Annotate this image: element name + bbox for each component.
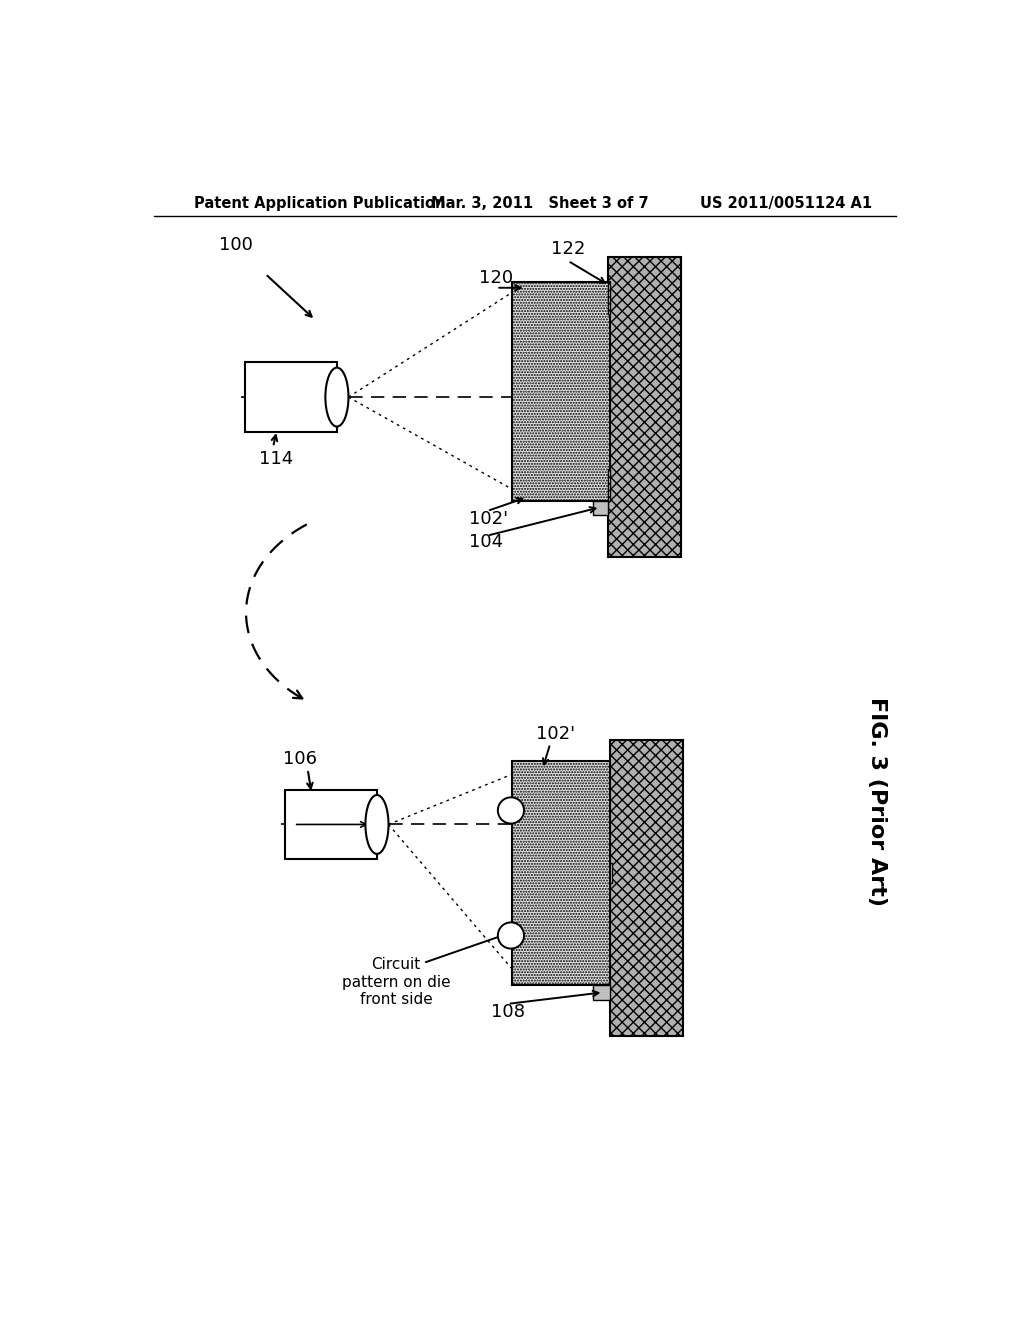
Text: 102': 102' <box>469 510 509 528</box>
Bar <box>608 469 610 502</box>
Text: 108: 108 <box>490 1003 525 1020</box>
Text: Mar. 3, 2011   Sheet 3 of 7: Mar. 3, 2011 Sheet 3 of 7 <box>431 195 648 211</box>
Bar <box>608 257 681 557</box>
Bar <box>610 863 611 883</box>
Text: 104: 104 <box>469 533 504 550</box>
Text: 120: 120 <box>478 269 513 286</box>
Text: 122: 122 <box>551 240 586 259</box>
Bar <box>512 281 610 502</box>
Text: 102': 102' <box>536 726 574 743</box>
Ellipse shape <box>326 368 348 426</box>
Bar <box>245 363 337 432</box>
Text: 100: 100 <box>219 236 253 253</box>
Bar <box>285 789 377 859</box>
Bar <box>593 502 608 515</box>
Text: US 2011/0051124 A1: US 2011/0051124 A1 <box>700 195 872 211</box>
Text: Patent Application Publication: Patent Application Publication <box>194 195 445 211</box>
Ellipse shape <box>366 795 388 854</box>
Text: 106: 106 <box>283 750 317 768</box>
Bar <box>512 762 610 985</box>
Ellipse shape <box>498 797 524 824</box>
Bar <box>608 281 610 314</box>
Bar <box>593 985 609 1001</box>
Text: FIG. 3 (Prior Art): FIG. 3 (Prior Art) <box>867 697 888 906</box>
Bar <box>609 739 683 1036</box>
Ellipse shape <box>498 923 524 949</box>
Text: 114: 114 <box>259 450 294 467</box>
Text: Circuit
pattern on die
front side: Circuit pattern on die front side <box>342 957 451 1007</box>
